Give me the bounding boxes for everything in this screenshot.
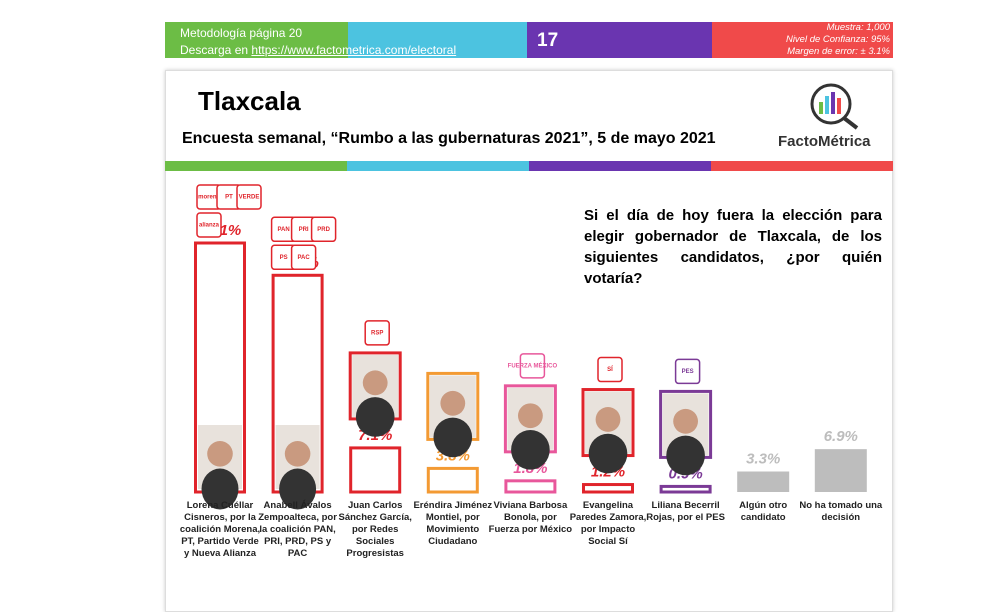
stats: Muestra: 1,000 Nivel de Confianza: 95% M…	[786, 22, 890, 58]
logo	[674, 358, 701, 385]
value-label: 3.3%	[746, 450, 780, 467]
page-number: 17	[537, 30, 559, 51]
photo-head	[207, 441, 233, 467]
logo	[290, 244, 317, 271]
category-label: Lorena Cuéllar Cisneros, por la coalició…	[179, 500, 261, 559]
photo-head	[595, 407, 621, 432]
logo-text: PRI	[299, 227, 309, 233]
category-label: No ha tomado una decisión	[799, 500, 883, 523]
photo-body	[355, 397, 395, 437]
category-label: Juan Carlos Sánchez García, por Redes So…	[338, 500, 412, 559]
category-label: Evangelina Paredes Zamora, por Impacto S…	[569, 500, 647, 547]
photo-head	[362, 370, 388, 396]
logo	[310, 216, 337, 243]
value-label: 6.9%	[824, 428, 858, 445]
logo-text: PAC	[297, 255, 310, 261]
title: Tlaxcala	[198, 86, 301, 116]
stripe	[712, 22, 893, 58]
category-label: Liliana Becerril Rojas, por el PES	[646, 500, 725, 523]
logo	[597, 356, 623, 383]
bar	[426, 466, 479, 494]
category-label: Anabell Ávalos Zempoalteca, por la coali…	[258, 500, 337, 559]
brand: FactoMétrica	[778, 133, 871, 150]
logo	[364, 320, 390, 346]
logo-text: RSP	[371, 330, 383, 336]
bar	[349, 446, 402, 494]
subtitle: Encuesta semanal, “Rumbo a las gubernatu…	[182, 130, 716, 147]
logo-text: PAN	[277, 227, 289, 233]
brand-icon	[810, 83, 859, 130]
logo-text: VERDE	[239, 195, 260, 201]
sample: Muestra: 1,000	[826, 22, 890, 33]
logo-text: FUERZA MÉXICO	[508, 361, 558, 369]
logo-text: PES	[682, 369, 694, 375]
photo-head	[440, 390, 466, 416]
color-band	[165, 161, 893, 171]
logo-text: alianza	[199, 223, 220, 229]
category-label: Eréndira Jiménez Montiel, por Movimiento…	[413, 500, 493, 547]
logo	[196, 212, 222, 238]
photo-head	[518, 403, 543, 429]
logo	[236, 184, 262, 210]
logo-text: morena	[198, 195, 220, 201]
logo-text: SÍ	[607, 365, 613, 373]
photo-body	[666, 435, 705, 476]
download: Descarga en https://www.factometrica.com…	[180, 43, 456, 57]
question: Si el día de hoy fuera la elección para …	[584, 207, 882, 287]
method: Metodología página 20	[180, 26, 303, 40]
stripe	[165, 22, 348, 58]
stripe	[348, 22, 527, 58]
confidence: Nivel de Confianza: 95%	[785, 34, 890, 45]
stripe	[527, 22, 712, 58]
photo-body	[433, 417, 473, 458]
error: Margen de error: ± 3.1%	[787, 46, 890, 57]
logo	[519, 353, 546, 379]
download-prefix: Descarga en	[180, 43, 249, 57]
logo-text: PT	[225, 195, 233, 201]
photo-head	[673, 408, 698, 434]
logo-text: PRD	[317, 227, 330, 233]
photo-body	[279, 468, 317, 510]
bar	[659, 484, 712, 494]
photo-body	[588, 433, 628, 474]
photo-body	[511, 429, 550, 470]
link[interactable]: https://www.factometrica.com/electoral	[251, 43, 457, 57]
category-label: Algún otro candidato	[739, 500, 788, 523]
photo-head	[284, 441, 311, 467]
bar	[814, 449, 867, 492]
category-label: Viviana Barbosa Bonola, por Fuerza por M…	[488, 500, 573, 535]
bar	[582, 483, 634, 494]
logo-text: PS	[280, 255, 288, 261]
bar	[504, 479, 557, 494]
bar	[737, 471, 790, 492]
photo-body	[201, 468, 239, 510]
